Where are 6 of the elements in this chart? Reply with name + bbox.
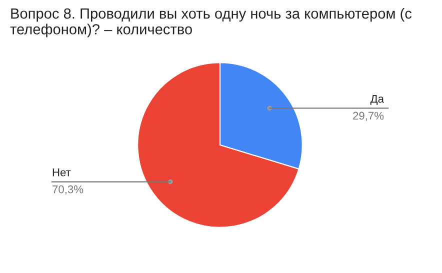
slice-label: Да [370, 94, 384, 105]
slice-label: Нет [52, 168, 71, 176]
chart-title: Вопрос 8. Проводили вы хоть одну ночь за компьютером (с телефоном)? – количество [10, 8, 412, 38]
data-label: 70,3% [52, 185, 84, 195]
pie-slice [137, 62, 300, 228]
data-label: 29,7% [353, 112, 384, 121]
